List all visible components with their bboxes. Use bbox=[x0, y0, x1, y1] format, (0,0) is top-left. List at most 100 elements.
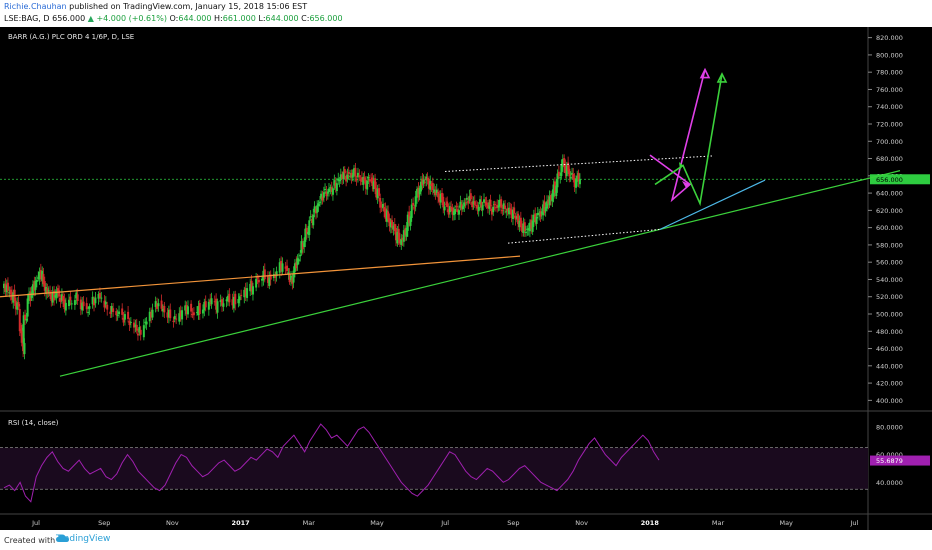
candle-body bbox=[104, 301, 107, 305]
candle-body bbox=[483, 199, 486, 203]
candle-body bbox=[58, 290, 61, 297]
candle-body bbox=[115, 311, 118, 316]
candle-body bbox=[467, 200, 470, 204]
x-tick-label: May bbox=[779, 519, 793, 527]
candle-body bbox=[88, 306, 91, 309]
y-tick-label: 700.000 bbox=[876, 138, 903, 146]
candle-body bbox=[334, 182, 337, 189]
candle-body bbox=[222, 303, 225, 307]
candle-body bbox=[138, 327, 141, 333]
candle-body bbox=[511, 209, 514, 220]
candle-body bbox=[4, 283, 7, 292]
candle-body bbox=[203, 301, 206, 311]
tradingview-brand[interactable]: TradingView bbox=[56, 534, 110, 544]
candle-body bbox=[257, 279, 260, 283]
candle-body bbox=[398, 238, 401, 244]
candle-body bbox=[521, 226, 524, 232]
candle-body bbox=[82, 301, 85, 307]
candle-body bbox=[209, 299, 212, 303]
rsi-title: RSI (14, close) bbox=[8, 419, 59, 427]
candle-body bbox=[226, 295, 229, 302]
candle-body bbox=[425, 176, 428, 181]
candle-body bbox=[288, 274, 291, 283]
candle-body bbox=[451, 207, 454, 215]
candle-body bbox=[240, 294, 243, 296]
y-tick-label: 560.000 bbox=[876, 259, 903, 267]
candle-body bbox=[531, 220, 534, 232]
candle-body bbox=[274, 275, 277, 278]
candle-body bbox=[269, 274, 272, 280]
candle-body bbox=[510, 209, 513, 219]
change-label: +4.000 (+0.61%) bbox=[96, 14, 167, 23]
candle-body bbox=[515, 216, 518, 218]
candle-body bbox=[571, 172, 574, 175]
candle-body bbox=[317, 203, 320, 206]
candle-body bbox=[139, 329, 142, 335]
candle-body bbox=[492, 206, 495, 213]
candle-body bbox=[167, 309, 170, 318]
candle-body bbox=[47, 290, 50, 292]
candle-body bbox=[389, 222, 392, 228]
candle-body bbox=[109, 311, 112, 314]
candle-body bbox=[500, 199, 503, 208]
candle-body bbox=[387, 211, 390, 220]
author-link[interactable]: Richie.Chauhan bbox=[4, 2, 67, 11]
candle-body bbox=[527, 228, 530, 231]
candle-body bbox=[569, 177, 572, 179]
candle-body bbox=[445, 203, 447, 205]
candle-body bbox=[472, 201, 475, 205]
candle-body bbox=[190, 303, 193, 312]
candle-body bbox=[560, 165, 563, 176]
candle-body bbox=[284, 266, 287, 269]
green-arrowhead bbox=[716, 72, 728, 83]
x-tick-label: Jul bbox=[31, 519, 40, 527]
candle-body bbox=[23, 343, 26, 355]
x-tick-label: Sep bbox=[98, 519, 110, 527]
candle-body bbox=[394, 227, 397, 241]
candle-body bbox=[293, 263, 296, 272]
x-tick-label: 2017 bbox=[232, 519, 250, 527]
candle-body bbox=[76, 294, 79, 301]
candle-body bbox=[359, 180, 362, 182]
candle-body bbox=[243, 289, 246, 298]
candle-body bbox=[442, 196, 445, 208]
candle-body bbox=[100, 297, 103, 299]
candle-body bbox=[33, 281, 36, 291]
rsi-tick-label: 60.0000 bbox=[876, 451, 903, 459]
candle-body bbox=[103, 300, 106, 308]
candle-body bbox=[110, 306, 113, 312]
high-label: H:661.000 bbox=[214, 14, 256, 23]
candle-body bbox=[438, 196, 441, 202]
x-tick-label: Jul bbox=[849, 519, 858, 527]
candle-body bbox=[486, 205, 489, 209]
candle-body bbox=[292, 270, 295, 283]
candle-body bbox=[297, 259, 300, 262]
candle-body bbox=[163, 306, 166, 313]
candle-body bbox=[29, 291, 32, 301]
candle-body bbox=[353, 168, 356, 176]
candle-body bbox=[129, 321, 132, 323]
candle-body bbox=[479, 199, 482, 205]
candle-body bbox=[358, 175, 361, 178]
candle-body bbox=[46, 288, 49, 293]
candle-body bbox=[517, 213, 520, 225]
candle-body bbox=[347, 171, 350, 175]
price-chart-svg[interactable]: 820.000 800.000 780.000 760.000 740.000 720.0… bbox=[0, 27, 932, 530]
candle-body bbox=[3, 283, 5, 289]
candle-body bbox=[94, 297, 97, 304]
candle-body bbox=[448, 206, 451, 213]
candle-body bbox=[405, 227, 408, 237]
candle-body bbox=[98, 293, 101, 298]
candle-body bbox=[136, 333, 139, 336]
candle-body bbox=[154, 301, 157, 307]
chart-title: BARR (A.G.) PLC ORD 4 1/6P, D, LSE bbox=[8, 33, 135, 41]
y-tick-label: 500.000 bbox=[876, 311, 903, 319]
chart-area[interactable]: 820.000 800.000 780.000 760.000 740.000 720.0… bbox=[0, 27, 932, 530]
symbol-label: LSE:BAG, D bbox=[4, 14, 50, 23]
candle-body bbox=[388, 218, 391, 227]
candle-body bbox=[329, 187, 332, 189]
candle-body bbox=[339, 174, 342, 180]
candle-body bbox=[70, 303, 73, 305]
candle-body bbox=[8, 292, 11, 294]
rsi-last-label: 55.6879 bbox=[876, 457, 903, 465]
